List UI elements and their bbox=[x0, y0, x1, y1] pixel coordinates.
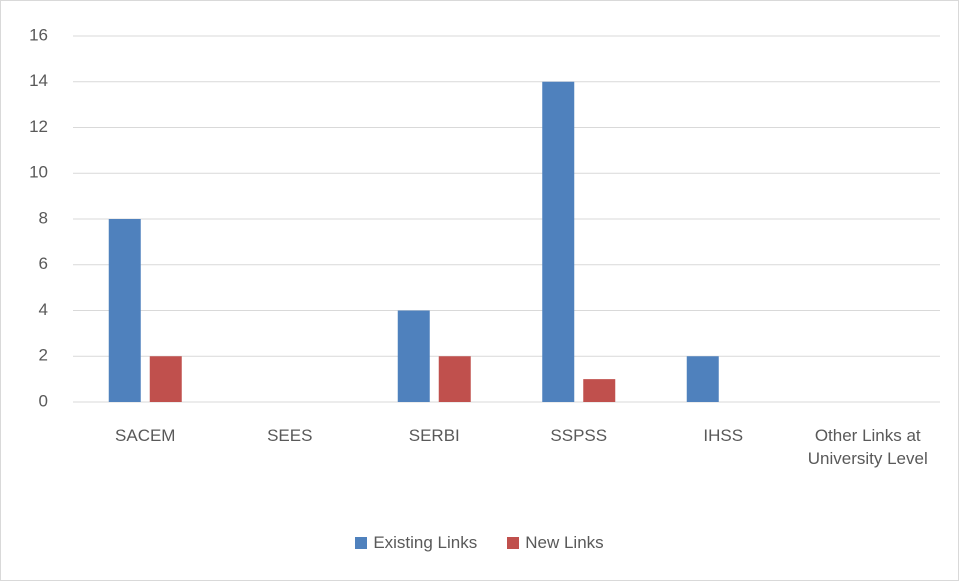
y-tick-label: 6 bbox=[39, 254, 48, 273]
bar bbox=[542, 81, 575, 402]
legend: Existing Links New Links bbox=[0, 533, 959, 553]
y-tick-label: 10 bbox=[29, 163, 48, 182]
legend-swatch bbox=[507, 537, 520, 549]
y-tick-label: 16 bbox=[29, 25, 48, 44]
bar bbox=[108, 219, 141, 402]
y-tick-label: 4 bbox=[39, 300, 48, 319]
x-tick-label: SEES bbox=[267, 426, 313, 445]
x-tick-label: SACEM bbox=[115, 426, 176, 445]
legend-item: New Links bbox=[507, 533, 604, 553]
y-tick-label: 12 bbox=[29, 117, 48, 136]
bar bbox=[583, 379, 616, 402]
legend-label: Existing Links bbox=[373, 533, 478, 552]
legend-label: New Links bbox=[525, 533, 604, 552]
y-tick-label: 14 bbox=[29, 71, 48, 90]
legend-swatch bbox=[355, 537, 368, 549]
y-tick-label: 0 bbox=[39, 391, 48, 410]
bar bbox=[149, 356, 182, 402]
x-tick-label: SERBI bbox=[408, 426, 460, 445]
legend-item: Existing Links bbox=[355, 533, 477, 553]
bar bbox=[438, 356, 471, 402]
x-tick-label: SSPSS bbox=[550, 426, 608, 445]
x-tick-label: IHSS bbox=[703, 426, 744, 445]
y-tick-label: 2 bbox=[39, 346, 48, 365]
y-tick-label: 8 bbox=[39, 208, 48, 227]
bar bbox=[397, 310, 430, 402]
x-tick-label: Other Links at University Level bbox=[807, 426, 928, 468]
bar bbox=[686, 356, 719, 402]
